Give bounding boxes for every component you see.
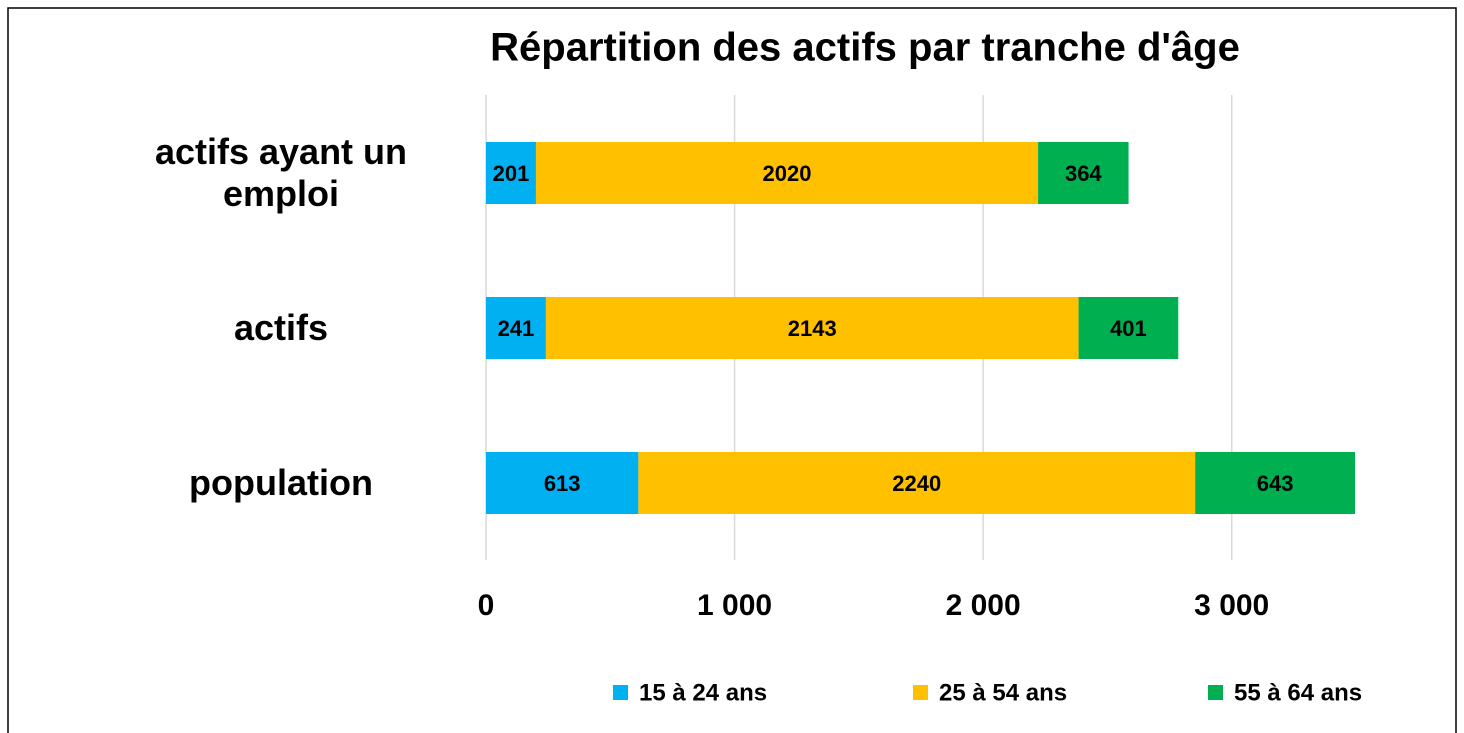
bar xyxy=(486,297,546,359)
y-tick-label: population xyxy=(189,462,373,503)
legend-swatch xyxy=(913,685,928,700)
bar xyxy=(486,142,536,204)
data-label: 241 xyxy=(498,316,535,341)
legend-label: 25 à 54 ans xyxy=(939,679,1067,706)
y-tick-label: actifs ayant un emploi xyxy=(154,131,408,214)
chart-title: Répartition des actifs par tranche d'âge xyxy=(490,26,1240,70)
data-label: 364 xyxy=(1065,161,1102,186)
data-label: 2020 xyxy=(763,161,812,186)
data-label: 2143 xyxy=(788,316,837,341)
data-label: 401 xyxy=(1110,316,1147,341)
bar xyxy=(545,297,1079,359)
data-label: 2240 xyxy=(892,471,941,496)
legend-swatch xyxy=(1208,685,1223,700)
y-tick-label: actifs xyxy=(233,307,329,348)
bar xyxy=(535,142,1039,204)
x-tick-label: 1 000 xyxy=(697,589,772,622)
bar xyxy=(638,452,1196,514)
legend-label: 15 à 24 ans xyxy=(639,679,767,706)
x-tick-label: 3 000 xyxy=(1194,589,1269,622)
bar xyxy=(1038,142,1129,204)
frame xyxy=(7,7,1457,733)
data-label: 613 xyxy=(544,471,581,496)
legend-label: 55 à 64 ans xyxy=(1234,679,1362,706)
bar xyxy=(1078,297,1179,359)
legend-swatch xyxy=(613,685,628,700)
bar xyxy=(486,452,639,514)
data-label: 643 xyxy=(1257,471,1294,496)
data-label: 201 xyxy=(493,161,530,186)
x-tick-label: 2 000 xyxy=(946,589,1021,622)
bar xyxy=(1195,452,1356,514)
x-tick-label: 0 xyxy=(478,589,495,622)
